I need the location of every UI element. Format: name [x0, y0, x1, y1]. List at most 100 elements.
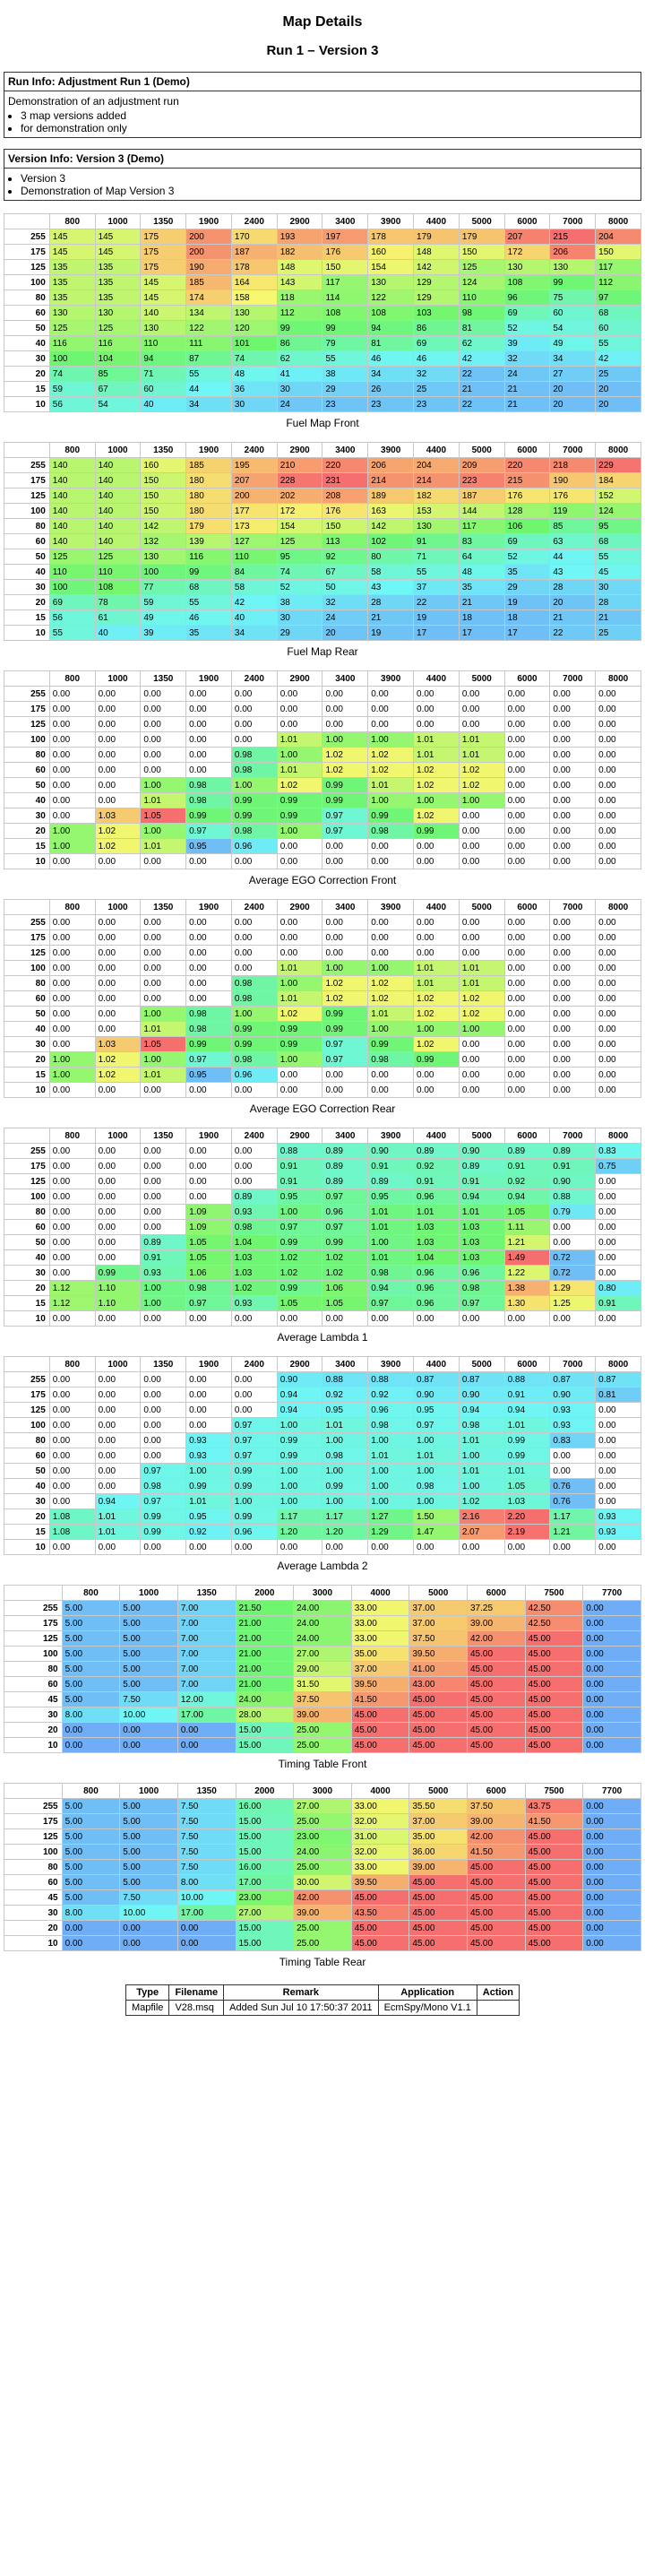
table-cell: 0.89 — [367, 1173, 415, 1189]
table-cell: 0.00 — [276, 1067, 323, 1083]
row-header: 255 — [4, 1798, 63, 1814]
table-cell: 5.00 — [61, 1889, 121, 1906]
table-row: 30 0.00 0.94 0.97 1.01 1.00 1.00 1.00 1.00 1.00 1.… — [4, 1493, 641, 1509]
table-cell: 0.00 — [185, 1189, 232, 1205]
table-row: 100 0.00 0.00 0.00 0.00 0.00 1.01 1.00 1.00 1.01 1… — [4, 960, 641, 976]
table-cell: 5.00 — [61, 1691, 121, 1707]
column-header: 1900 — [185, 213, 232, 229]
footer-header: Type — [125, 1984, 170, 2001]
map-details-page: Map Details Run 1 – Version 3 Run Info: … — [4, 13, 641, 2016]
table-cell: 0.00 — [595, 990, 641, 1007]
row-header: 125 — [4, 716, 50, 732]
map-table-block: 800 1000 1350 1900 2400 2900 3400 3900 4400 5000 6… — [4, 442, 641, 658]
table-cell: 1.00 — [140, 1051, 187, 1068]
row-header: 15 — [4, 381, 50, 397]
table-cell: 27.00 — [293, 1646, 352, 1662]
table-cell: 45.00 — [467, 1920, 526, 1936]
table-cell: 61 — [94, 609, 142, 626]
version-info-box: Version Info: Version 3 (Demo) Version 3… — [4, 149, 641, 201]
table-cell: 0.88 — [367, 1371, 415, 1387]
column-header: 6000 — [503, 442, 551, 458]
table-cell: 190 — [185, 259, 232, 275]
table-row: 60 0.00 0.00 0.00 1.09 0.98 0.97 0.97 1.01 1.03 1.… — [4, 1219, 641, 1235]
row-header: 40 — [4, 1478, 50, 1494]
table-cell: 0.00 — [503, 762, 551, 778]
table-cell: 0.00 — [140, 762, 187, 778]
table-row: 10 0.00 0.00 0.00 0.00 0.00 0.00 0.00 0.00 0.00 0.… — [4, 1082, 641, 1098]
table-row: 20 0.00 0.00 0.00 15.00 25.00 45.00 45.00 45.00 4… — [4, 1920, 641, 1936]
table-cell: 150 — [322, 518, 369, 534]
table-cell: 42 — [230, 594, 278, 610]
table-cell: 0.76 — [549, 1493, 597, 1509]
table-cell: 1.50 — [413, 1508, 460, 1525]
table-cell: 45.00 — [350, 1707, 410, 1723]
table-cell: 0.00 — [595, 1417, 641, 1433]
table-cell: 0.00 — [48, 1219, 96, 1235]
table-cell: 37.50 — [293, 1691, 352, 1707]
table-cell: 45.00 — [350, 1889, 410, 1906]
table-cell: 5.00 — [61, 1646, 121, 1662]
table-cell: 140 — [48, 472, 96, 488]
table-cell: 0.99 — [230, 1036, 278, 1052]
table-cell: 124 — [595, 503, 641, 519]
table-cell: 0.00 — [48, 975, 96, 991]
table-cell: 45.00 — [524, 1859, 584, 1875]
corner-cell — [4, 1128, 50, 1144]
table-cell: 34 — [185, 396, 232, 412]
table-cell: 1.00 — [140, 777, 187, 793]
table-row: 45 5.00 7.50 12.00 24.00 37.50 41.50 45.00 45.00… — [4, 1691, 641, 1707]
table-cell: 1.00 — [230, 1006, 278, 1022]
table-cell: 41.00 — [408, 1661, 468, 1677]
table-cell: 0.99 — [230, 792, 278, 808]
table-cell: 42.50 — [524, 1600, 584, 1616]
row-header: 20 — [4, 1722, 63, 1738]
table-cell: 45.00 — [408, 1707, 468, 1723]
table-cell: 0.00 — [595, 1067, 641, 1083]
table-cell: 0.91 — [595, 1295, 641, 1311]
table-cell: 0.00 — [94, 1234, 142, 1250]
table-cell: 0.87 — [549, 1371, 597, 1387]
row-header: 100 — [4, 731, 50, 748]
row-header: 255 — [4, 457, 50, 473]
table-cell: 100 — [48, 579, 96, 595]
table-cell: 0.00 — [595, 1021, 641, 1037]
table-row: 125 0.00 0.00 0.00 0.00 0.00 0.94 0.95 0.96 0.95 0… — [4, 1402, 641, 1418]
table-cell: 7.50 — [176, 1828, 236, 1845]
table-cell: 150 — [595, 244, 641, 260]
table-cell: 114 — [322, 290, 369, 306]
table-cell: 0.00 — [367, 914, 415, 930]
table-cell: 0.98 — [230, 747, 278, 763]
table-cell: 35.50 — [408, 1798, 468, 1814]
table-cell: 32 — [503, 350, 551, 367]
table-cell: 1.01 — [458, 960, 505, 976]
table-cell: 110 — [458, 290, 505, 306]
column-header: 1000 — [94, 670, 142, 687]
row-header: 40 — [4, 564, 50, 580]
table-cell: 45.00 — [524, 1905, 584, 1921]
row-header: 30 — [4, 1036, 50, 1052]
table-cell: 0.99 — [276, 1021, 323, 1037]
table-cell: 0.97 — [322, 1036, 369, 1052]
table-cell: 20 — [595, 381, 641, 397]
table-cell: 180 — [185, 488, 232, 504]
column-header: 2400 — [230, 670, 278, 687]
table-cell: 39 — [503, 335, 551, 351]
table-cell: 125 — [48, 549, 96, 565]
table-cell: 34 — [549, 350, 597, 367]
table-cell: 0.00 — [94, 1463, 142, 1479]
version-info-list: Version 3 Demonstration of Map Version 3 — [8, 172, 637, 197]
table-cell: 0.00 — [458, 1082, 505, 1098]
table-cell: 0.00 — [230, 1387, 278, 1403]
table-cell: 55 — [595, 335, 641, 351]
table-cell: 200 — [185, 244, 232, 260]
table-cell: 0.98 — [458, 1280, 505, 1296]
table-cell: 187 — [458, 488, 505, 504]
table-cell: 1.21 — [549, 1524, 597, 1540]
table-row: 40 0.00 0.00 0.91 1.05 1.03 1.02 1.02 1.01 1.04 1.… — [4, 1249, 641, 1266]
corner-cell — [4, 1356, 50, 1372]
table-cell: 0.98 — [185, 1021, 232, 1037]
footer-action[interactable] — [476, 2000, 520, 2016]
table-cell: 0.00 — [582, 1630, 641, 1647]
table-cell: 1.03 — [230, 1265, 278, 1281]
column-header: 7000 — [549, 213, 597, 229]
